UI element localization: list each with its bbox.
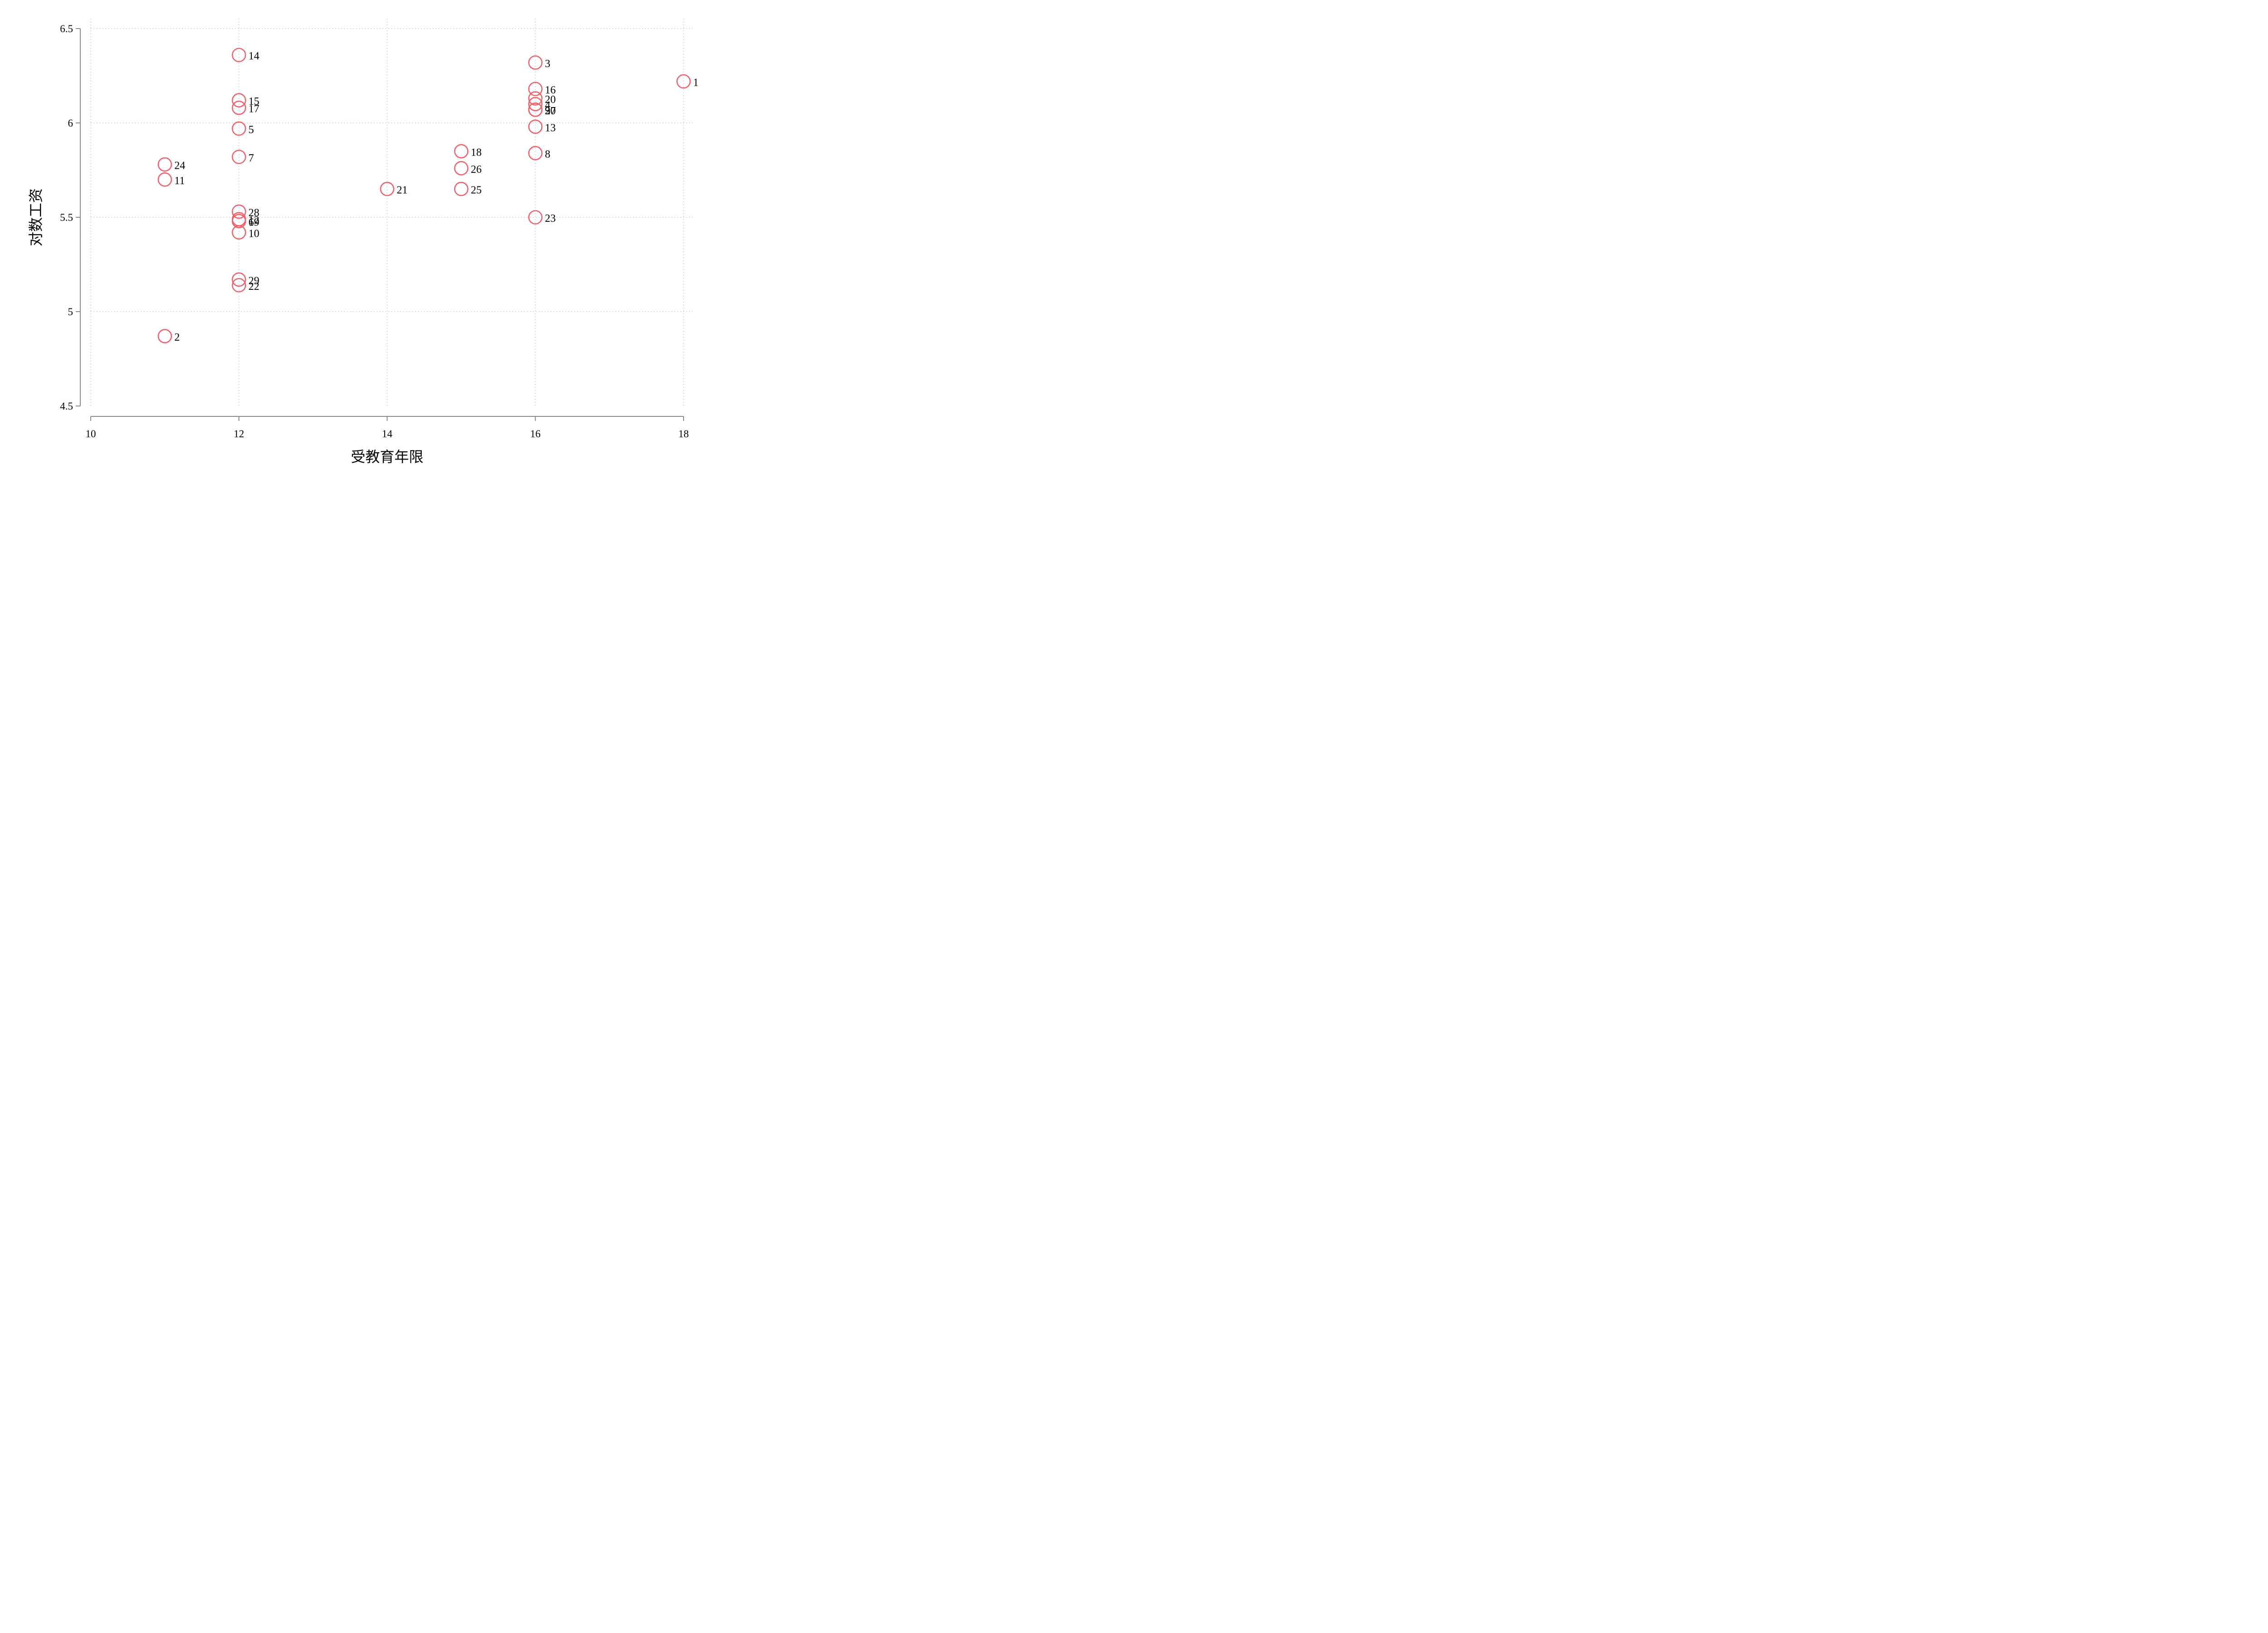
x-tick-label: 14 [382,428,393,440]
point-marker [231,121,246,136]
point-label: 9 [545,105,550,117]
x-axis-ticks: 10 12 14 16 18 [86,416,689,440]
point-label: 13 [545,122,556,134]
point-marker [231,272,246,287]
point-marker [231,278,246,293]
point-label: 4 [545,99,550,111]
point-label: 11 [174,175,185,187]
y-tick-label: 5 [68,306,73,318]
point-label: 18 [471,147,482,158]
point-marker [528,146,543,161]
x-tick-label: 10 [86,428,96,440]
x-tick-label: 18 [679,428,689,440]
y-tick-label: 6 [68,117,73,129]
scatter-point: 8 [528,146,550,161]
scatter-point: 2 [157,329,180,343]
scatter-point: 22 [231,278,259,293]
point-marker [528,210,543,225]
point-label: 27 [545,105,556,117]
scatter-point: 17 [231,100,259,115]
point-marker [676,74,691,89]
point-marker [528,103,543,117]
scatter-point: 29 [231,272,259,287]
scatter-point: 26 [454,161,482,176]
point-label: 10 [249,228,259,240]
point-label: 29 [249,275,259,287]
scatter-point: 30 [528,103,556,117]
scatter-point: 11 [157,172,185,187]
point-marker [231,100,246,115]
scatter-point: 3 [528,55,550,70]
point-marker [231,150,246,164]
x-tick-label: 12 [234,428,244,440]
axes [80,29,684,417]
point-label: 16 [545,84,556,96]
point-label: 5 [249,124,254,136]
point-marker [528,82,543,96]
scatter-point: 23 [528,210,556,225]
scatter-point: 24 [157,157,185,172]
point-marker [380,181,395,196]
point-label: 6 [249,216,254,228]
scatter-point: 1 [676,74,699,89]
scatter-point: 13 [528,119,556,134]
point-label: 28 [249,207,259,219]
point-label: 7 [249,152,254,164]
scatter-point: 19 [231,214,259,229]
point-label: 19 [249,216,259,228]
scatter-point: 25 [454,181,482,196]
point-label: 23 [545,213,556,225]
point-label: 1 [693,77,699,88]
point-label: 25 [471,185,482,196]
point-marker [454,161,469,176]
y-tick-label: 6.5 [60,23,73,34]
scatter-point: 15 [231,93,259,108]
scatter-point: 21 [380,181,408,196]
y-tick-label: 5.5 [60,212,73,223]
scatter-point: 4 [528,97,550,112]
y-axis-title: 对数工资 [27,188,44,246]
point-label: 30 [545,105,556,117]
point-marker [528,91,543,106]
point-label: 22 [249,281,259,293]
scatter-point: 14 [231,48,259,63]
point-marker [231,93,246,108]
point-marker [528,55,543,70]
point-label: 8 [545,149,550,161]
scatter-point: 28 [231,204,259,219]
scatter-point: 5 [231,121,254,136]
scatter-point: 18 [454,144,482,159]
scatter-point: 7 [231,150,254,164]
point-marker [528,119,543,134]
point-label: 12 [249,215,259,226]
y-tick-label: 4.5 [60,401,73,412]
x-tick-label: 16 [530,428,541,440]
x-axis-title: 受教育年限 [351,448,423,465]
point-label: 3 [545,58,550,70]
point-marker [528,97,543,112]
point-label: 15 [249,96,259,108]
point-marker [157,157,172,172]
scatter-point: 16 [528,82,556,96]
point-label: 17 [249,103,259,115]
point-label: 21 [397,185,408,196]
point-marker [454,181,469,196]
point-marker [231,214,246,229]
scatter-point: 20 [528,91,556,106]
point-marker [157,329,172,343]
point-label: 24 [174,160,185,172]
point-label: 2 [174,332,180,343]
point-marker [231,204,246,219]
point-label: 20 [545,94,556,106]
point-label: 26 [471,164,482,176]
point-label: 14 [249,50,259,62]
point-marker [231,48,246,63]
point-marker [157,172,172,187]
grid-lines [90,19,693,406]
point-marker [454,144,469,159]
y-axis-ticks: 4.5 5 5.5 6 6.5 [60,23,80,412]
